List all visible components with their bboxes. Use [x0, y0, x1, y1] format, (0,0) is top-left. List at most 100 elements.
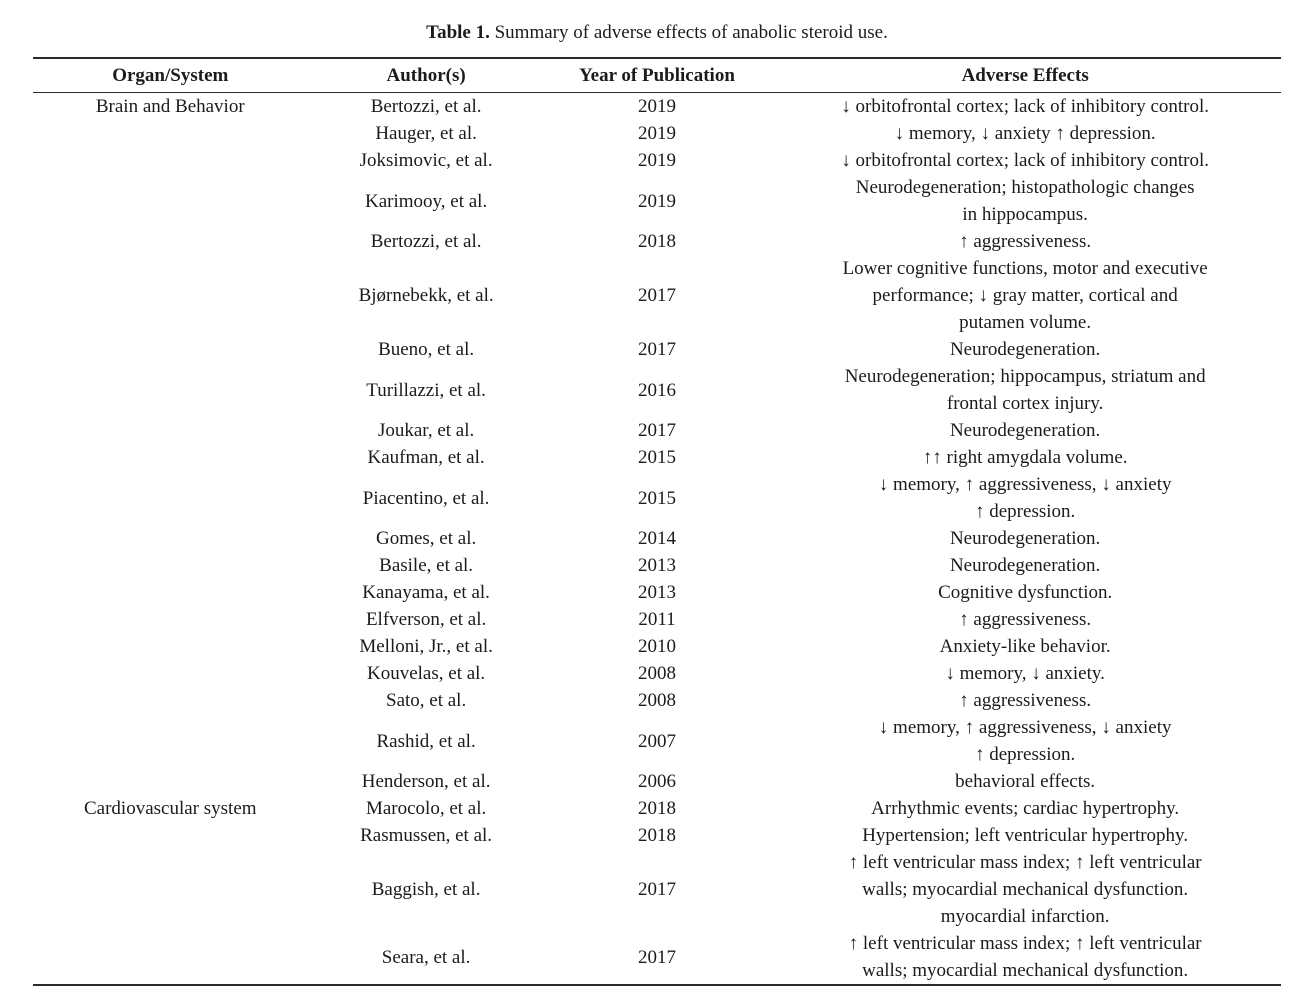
year-cell: 2017 — [637, 879, 676, 900]
effects-cell: Lower cognitive functions, motor and exe… — [842, 258, 1208, 333]
year-cell: 2008 — [637, 690, 676, 711]
table-row: Baggish, et al. 2017 ↑ left ventricular ma… — [33, 849, 1281, 930]
table-row: Joukar, et al. 2017 Neurodegeneration. — [33, 417, 1281, 444]
organ-group-label: Brain and Behavior — [95, 96, 245, 117]
effects-cell: ↓ orbitofrontal cortex; lack of inhibito… — [841, 150, 1210, 171]
effects-cell: ↓ memory, ↓ anxiety. — [945, 663, 1105, 684]
author-cell: Sato, et al. — [386, 690, 467, 711]
year-cell: 2015 — [637, 447, 676, 468]
effects-cell: ↑↑ right amygdala volume. — [922, 447, 1128, 468]
year-cell: 2010 — [637, 636, 676, 657]
table-row: Cardiovascular system Marocolo, et al. 201… — [33, 795, 1281, 822]
column-header-year-of-publication: Year of Publication — [544, 58, 770, 93]
table-row: Melloni, Jr., et al. 2010 Anxiety-like beh… — [33, 633, 1281, 660]
author-cell: Kanayama, et al. — [362, 582, 490, 603]
year-cell: 2017 — [637, 946, 676, 968]
table-row: Piacentino, et al. 2015 ↓ memory, ↑ aggres… — [33, 471, 1281, 525]
effects-cell: behavioral effects. — [955, 771, 1096, 792]
author-cell: Bueno, et al. — [378, 339, 475, 360]
year-cell: 2013 — [637, 582, 676, 603]
table-row: Brain and Behavior Bertozzi, et al. 2019 ↓ … — [33, 93, 1281, 121]
effects-cell: Neurodegeneration. — [949, 528, 1101, 549]
author-cell: Karimooy, et al. — [364, 190, 488, 212]
table-row: Elfverson, et al. 2011 ↑ aggressiveness. — [33, 606, 1281, 633]
table-row: Rasmussen, et al. 2018 Hypertension; left … — [33, 822, 1281, 849]
year-cell: 2008 — [637, 663, 676, 684]
author-cell: Piacentino, et al. — [362, 487, 490, 509]
author-cell: Bertozzi, et al. — [370, 231, 482, 252]
effects-cell: Neurodegeneration; histopathologic chang… — [855, 177, 1195, 225]
effects-cell: ↓ memory, ↑ aggressiveness, ↓ anxiety ↑ … — [878, 474, 1172, 522]
table-row: Sato, et al. 2008 ↑ aggressiveness. — [33, 687, 1281, 714]
author-cell: Joukar, et al. — [377, 420, 475, 441]
effects-cell: Neurodegeneration. — [949, 555, 1101, 576]
effects-cell: ↑ aggressiveness. — [959, 231, 1092, 252]
table-row: Joksimovic, et al. 2019 ↓ orbitofrontal co… — [33, 147, 1281, 174]
year-cell: 2018 — [637, 231, 676, 252]
author-cell: Baggish, et al. — [371, 879, 481, 900]
table-header: Organ/System Author(s) Year of Publicati… — [33, 58, 1281, 93]
table-row: Kanayama, et al. 2013 Cognitive dysfunctio… — [33, 579, 1281, 606]
year-cell: 2007 — [637, 730, 676, 752]
effects-cell: Neurodegeneration. — [949, 420, 1101, 441]
column-header-authors: Author(s) — [307, 58, 545, 93]
year-cell: 2015 — [637, 487, 676, 509]
effects-cell: Neurodegeneration. — [949, 339, 1101, 360]
author-cell: Kouvelas, et al. — [367, 663, 486, 684]
table-body: Brain and Behavior Bertozzi, et al. 2019 ↓ … — [33, 93, 1281, 986]
year-cell: 2017 — [637, 420, 676, 441]
effects-cell: ↑ left ventricular mass index; ↑ left ve… — [848, 933, 1202, 981]
effects-cell: Hypertension; left ventricular hypertrop… — [862, 825, 1189, 846]
effects-cell: ↑ aggressiveness. — [959, 690, 1092, 711]
table-row: Henderson, et al. 2006 behavioral effects. — [33, 768, 1281, 795]
table-caption: Table 1. Summary of adverse effects of a… — [0, 0, 1314, 45]
year-cell: 2016 — [637, 379, 676, 401]
year-cell: 2013 — [637, 555, 676, 576]
author-cell: Bertozzi, et al. — [370, 96, 482, 117]
effects-cell: Anxiety-like behavior. — [939, 636, 1111, 657]
author-cell: Kaufman, et al. — [367, 447, 485, 468]
organ-group-label: Cardiovascular system — [84, 798, 257, 819]
table-row: Kouvelas, et al. 2008 ↓ memory, ↓ anxiety. — [33, 660, 1281, 687]
effects-cell: Neurodegeneration; hippocampus, striatum… — [844, 366, 1206, 414]
adverse-effects-table: Organ/System Author(s) Year of Publicati… — [33, 57, 1281, 986]
author-cell: Seara, et al. — [381, 946, 471, 968]
author-cell: Melloni, Jr., et al. — [359, 636, 493, 657]
author-cell: Elfverson, et al. — [365, 609, 487, 630]
effects-cell: Cognitive dysfunction. — [938, 582, 1113, 603]
table-row: Turillazzi, et al. 2016 Neurodegeneration;… — [33, 363, 1281, 417]
column-header-organ-system: Organ/System — [33, 58, 308, 93]
effects-cell: Arrhythmic events; cardiac hypertrophy. — [871, 798, 1180, 819]
year-cell: 2018 — [637, 825, 676, 846]
table-row: Karimooy, et al. 2019 Neurodegeneration; h… — [33, 174, 1281, 228]
author-cell: Joksimovic, et al. — [359, 150, 493, 171]
table-row: Bjørnebekk, et al. 2017 Lower cognitive fu… — [33, 255, 1281, 336]
table-row: Seara, et al. 2017 ↑ left ventricular mass… — [33, 930, 1281, 985]
author-cell: Hauger, et al. — [375, 123, 477, 144]
effects-cell: ↓ memory, ↓ anxiety ↑ depression. — [894, 123, 1156, 144]
author-cell: Marocolo, et al. — [365, 798, 487, 819]
author-cell: Henderson, et al. — [361, 771, 491, 792]
author-cell: Basile, et al. — [379, 555, 474, 576]
table-caption-text: Summary of adverse effects of anabolic s… — [489, 22, 888, 43]
table-row: Basile, et al. 2013 Neurodegeneration. — [33, 552, 1281, 579]
year-cell: 2019 — [637, 150, 676, 171]
table-row: Gomes, et al. 2014 Neurodegeneration. — [33, 525, 1281, 552]
column-header-adverse-effects: Adverse Effects — [769, 58, 1281, 93]
table-caption-label: Table 1. — [426, 22, 490, 43]
year-cell: 2017 — [637, 285, 676, 306]
author-cell: Bjørnebekk, et al. — [358, 285, 494, 306]
year-cell: 2017 — [637, 339, 676, 360]
header-row: Organ/System Author(s) Year of Publicati… — [33, 58, 1281, 93]
author-cell: Rasmussen, et al. — [360, 825, 493, 846]
table-row: Hauger, et al. 2019 ↓ memory, ↓ anxiety ↑ … — [33, 120, 1281, 147]
table-row: Rashid, et al. 2007 ↓ memory, ↑ aggressive… — [33, 714, 1281, 768]
year-cell: 2019 — [637, 123, 676, 144]
author-cell: Gomes, et al. — [375, 528, 477, 549]
effects-cell: ↓ memory, ↑ aggressiveness, ↓ anxiety ↑ … — [878, 717, 1172, 765]
year-cell: 2018 — [637, 798, 676, 819]
year-cell: 2011 — [638, 609, 676, 630]
year-cell: 2019 — [637, 190, 676, 212]
year-cell: 2019 — [637, 96, 676, 117]
effects-cell: ↑ aggressiveness. — [959, 609, 1092, 630]
